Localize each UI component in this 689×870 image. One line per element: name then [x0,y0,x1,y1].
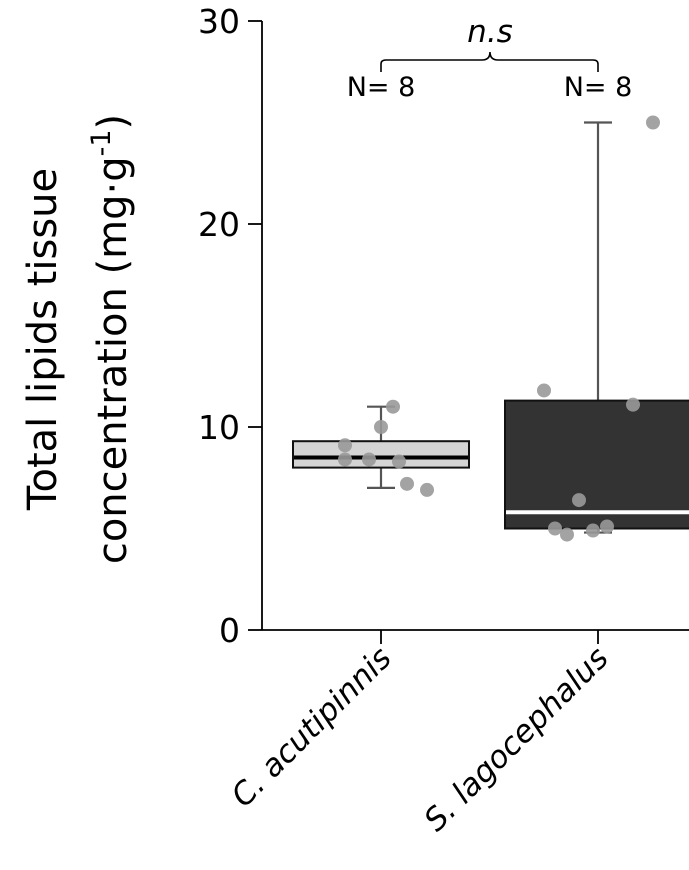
data-point [537,383,551,398]
data-point [362,452,376,467]
x-tick-label: S. lagocephalus [417,640,615,838]
data-point [400,476,414,491]
data-point [646,115,660,130]
data-point [420,482,434,497]
data-point [338,452,352,467]
y-tick-label: 30 [198,2,240,41]
data-point [626,397,640,412]
box-2: N= 8 [504,72,689,534]
box-1: N= 8 [292,72,470,489]
n-label: N= 8 [347,72,416,103]
data-point [586,523,600,538]
y-axis-title-line1: Total lipids tissue [20,168,66,511]
data-points [338,115,660,542]
box-iqr [292,440,470,469]
data-point [392,454,406,469]
y-ticks: 0 10 20 30 [198,2,262,650]
boxes: N= 8 N= 8 [292,72,689,534]
n-label: N= 8 [564,72,633,103]
y-tick-label: 0 [219,611,240,650]
y-tick-label: 20 [198,205,240,244]
annotations: n.s [380,14,599,72]
data-point [548,521,562,536]
y-axis-title: Total lipids tissue concentration (mg·g-… [20,114,136,564]
significance-bracket [380,51,599,72]
data-point [572,493,586,508]
y-axis-title-line2: concentration (mg·g-1) [86,114,136,564]
box-iqr [504,399,689,530]
significance-label: n.s [467,14,513,50]
axes [261,21,689,631]
data-point [600,519,614,534]
data-point [374,420,388,434]
category-labels: C. acutipinnis S. lagocephalus [225,630,616,839]
y-tick-label: 10 [198,408,240,447]
data-point [560,527,574,542]
data-point [386,399,400,414]
x-tick-label: C. acutipinnis [225,640,399,814]
data-point [338,438,352,453]
